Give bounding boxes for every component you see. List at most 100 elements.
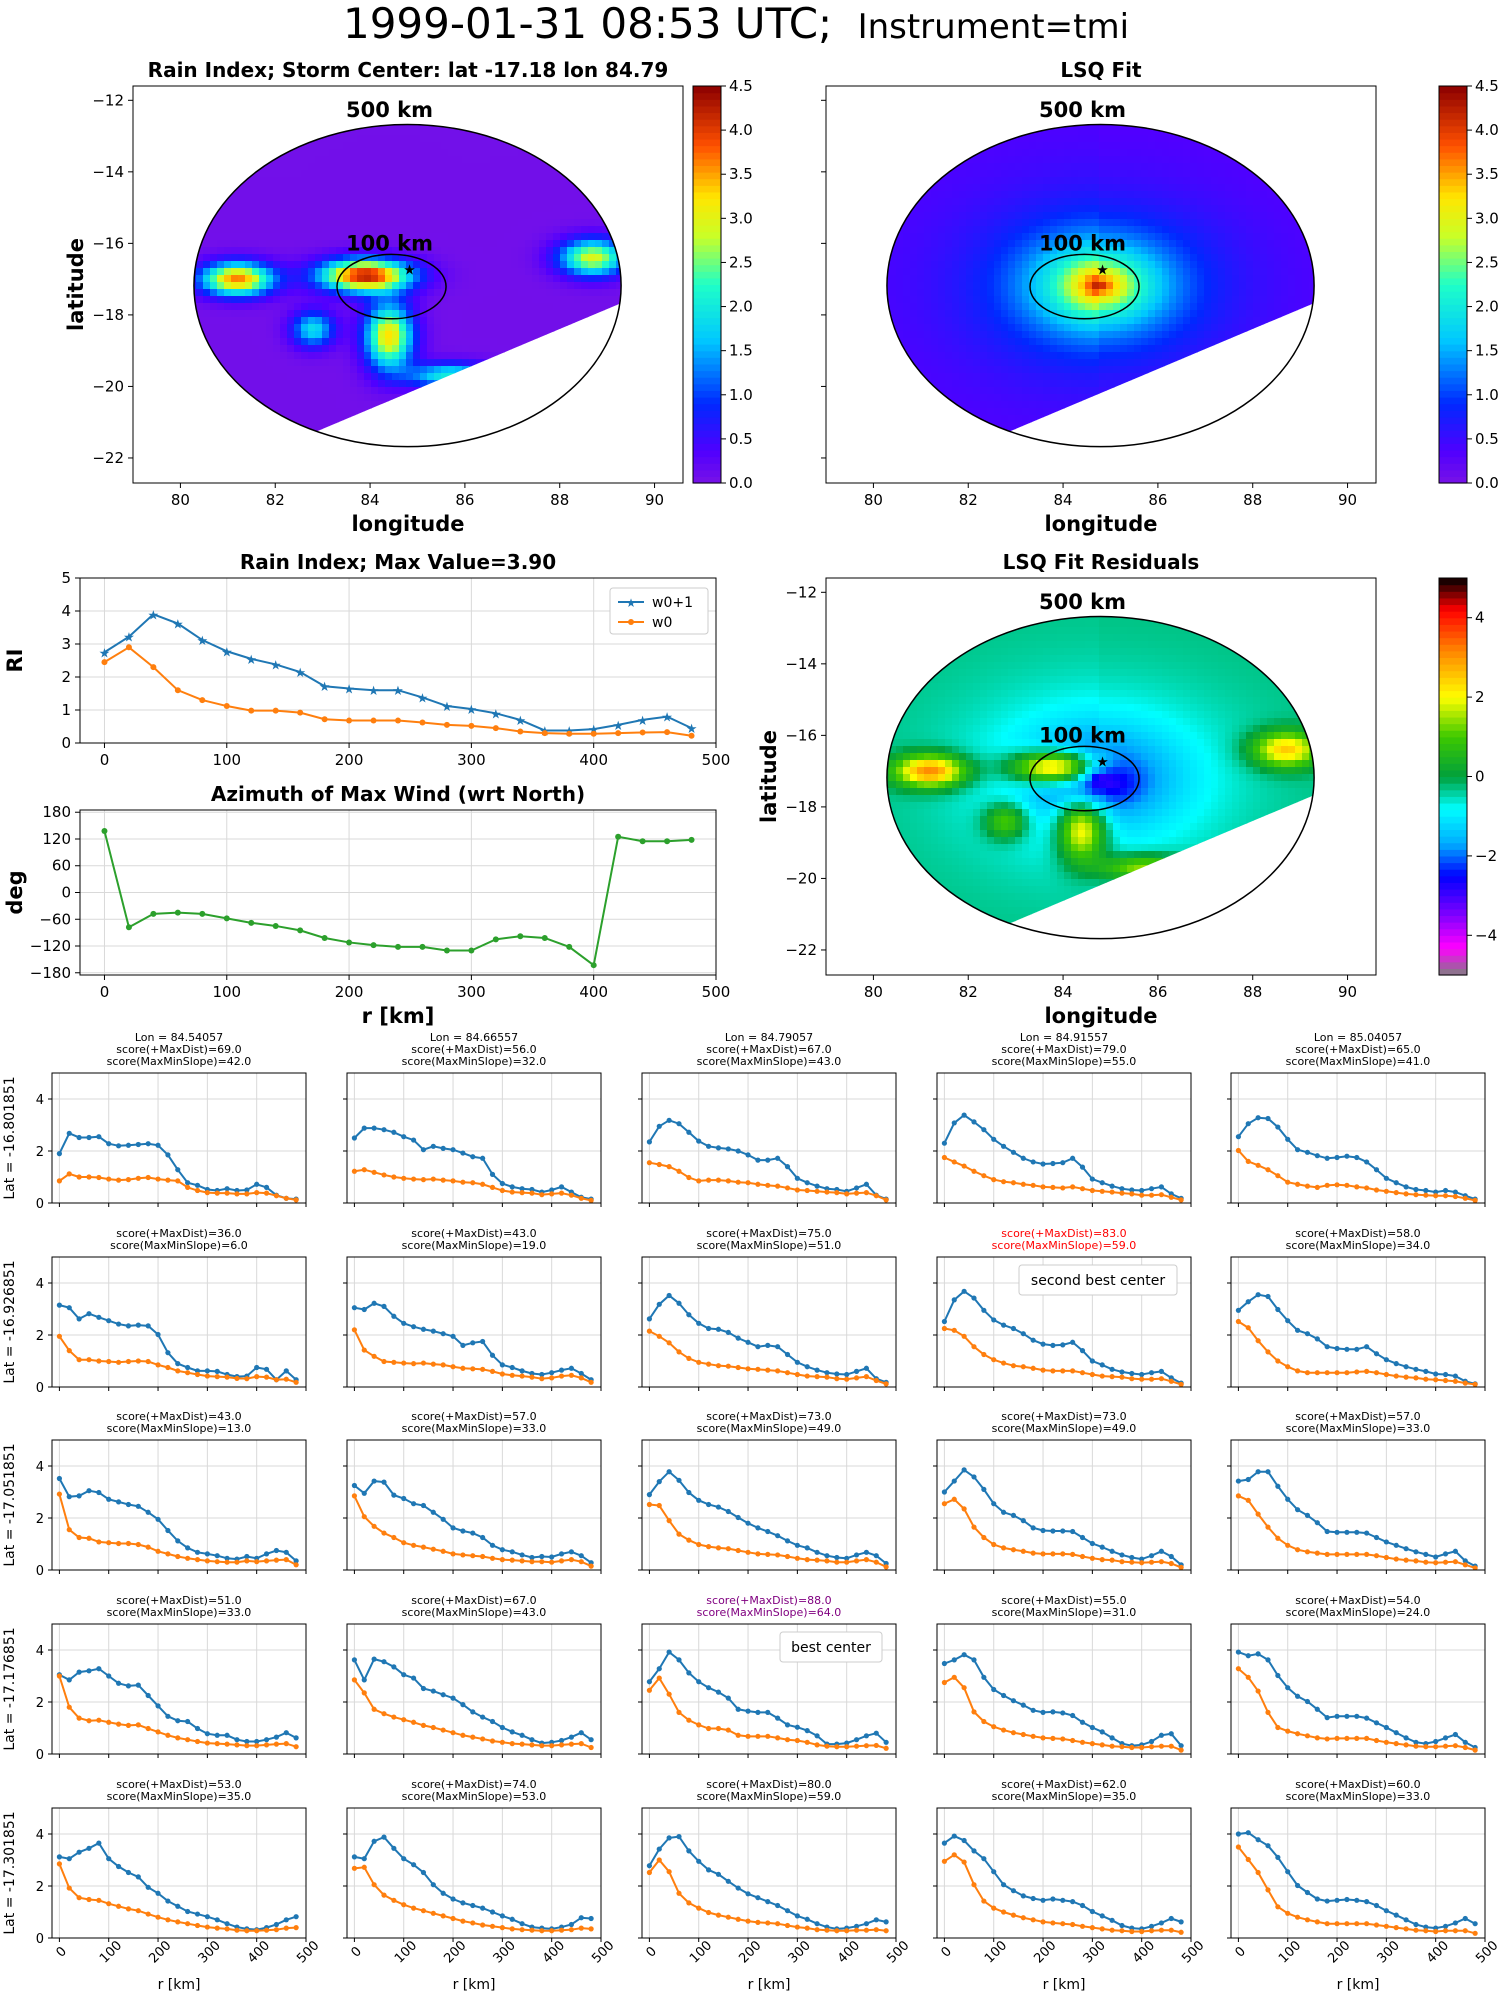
map-cell xyxy=(280,282,288,290)
map-cell xyxy=(364,177,372,185)
map-cell xyxy=(287,296,295,304)
map-cell xyxy=(511,205,519,213)
map-cell xyxy=(602,261,610,269)
map-cell xyxy=(546,212,554,220)
map-cell xyxy=(245,345,253,353)
map-cell xyxy=(196,254,204,262)
map-cell xyxy=(252,177,260,185)
map-cell xyxy=(448,338,456,346)
map-cell xyxy=(399,352,407,360)
map-cell xyxy=(518,191,526,199)
map-cell xyxy=(245,303,253,311)
map-cell xyxy=(287,408,295,416)
map-cell xyxy=(203,303,211,311)
map-cell xyxy=(588,303,596,311)
map-cell xyxy=(427,170,435,178)
map-cell xyxy=(546,317,554,325)
map-cell xyxy=(266,310,274,318)
map-cell xyxy=(301,226,309,234)
map-cell xyxy=(273,268,281,276)
map-cell xyxy=(567,191,575,199)
map-cell xyxy=(483,275,491,283)
map-cell xyxy=(350,247,358,255)
map-cell xyxy=(210,317,218,325)
map-cell xyxy=(399,366,407,374)
map-cell xyxy=(252,303,260,311)
map-cell xyxy=(448,142,456,150)
map-cell xyxy=(371,212,379,220)
map-cell xyxy=(193,289,197,297)
map-cell xyxy=(406,163,414,171)
map-cell xyxy=(448,177,456,185)
map-cell xyxy=(434,219,442,227)
colorbar-segment xyxy=(693,244,721,253)
map-cell xyxy=(476,324,484,332)
map-cell xyxy=(301,163,309,171)
map-cell xyxy=(490,289,498,297)
map-cell xyxy=(273,352,281,360)
map-cell xyxy=(567,268,575,276)
colorbar-segment xyxy=(693,337,721,345)
map-cell xyxy=(462,352,470,360)
map-cell xyxy=(315,163,323,171)
map-cell xyxy=(217,268,225,276)
map-cell xyxy=(266,226,274,234)
map-cell xyxy=(616,268,622,276)
map-cell xyxy=(280,198,288,206)
map-cell xyxy=(294,380,302,388)
map-cell xyxy=(448,170,456,178)
map-cell xyxy=(343,170,351,178)
map-cell xyxy=(595,275,603,283)
map-cell xyxy=(322,373,330,381)
map-cell xyxy=(441,296,449,304)
map-cell xyxy=(497,240,505,248)
map-cell xyxy=(231,205,239,213)
map-cell xyxy=(476,219,484,227)
map-cell xyxy=(322,303,330,311)
map-cell xyxy=(490,331,498,339)
map-cell xyxy=(567,226,575,234)
map-cell xyxy=(315,366,323,374)
map-cell xyxy=(385,296,393,304)
map-cell xyxy=(385,289,393,297)
map-cell xyxy=(490,219,498,227)
map-cell xyxy=(406,331,414,339)
map-cell xyxy=(441,240,449,248)
map-cell xyxy=(469,268,477,276)
map-cell xyxy=(259,352,267,360)
map-cell xyxy=(413,198,421,206)
map-cell xyxy=(392,387,400,395)
map-cell xyxy=(469,170,477,178)
map-cell xyxy=(336,408,344,416)
map-cell xyxy=(490,170,498,178)
map-cell xyxy=(448,219,456,227)
map-cell xyxy=(273,240,281,248)
map-cell xyxy=(532,317,540,325)
map-cell xyxy=(329,233,337,241)
map-cell xyxy=(301,359,309,367)
map-cell xyxy=(553,268,561,276)
map-cell xyxy=(483,282,491,290)
colorbar-segment xyxy=(693,449,721,458)
map-cell xyxy=(231,338,239,346)
map-cell xyxy=(217,331,225,339)
map-cell xyxy=(357,296,365,304)
map-cell xyxy=(504,261,512,269)
map-cell xyxy=(553,282,561,290)
map-cell xyxy=(455,289,463,297)
map-cell xyxy=(525,170,533,178)
figure-title-date: 1999-01-31 08:53 UTC; xyxy=(343,0,832,48)
map-cell xyxy=(518,212,526,220)
map-cell xyxy=(357,219,365,227)
map-cell xyxy=(385,219,393,227)
map-cell xyxy=(245,261,253,269)
map-cell xyxy=(462,163,470,171)
map-cell xyxy=(497,331,505,339)
map-cell xyxy=(294,156,302,164)
map-cell xyxy=(602,289,610,297)
map-cell xyxy=(483,205,491,213)
map-cell xyxy=(308,408,316,416)
map-cell xyxy=(252,191,260,199)
map-cell xyxy=(539,198,547,206)
map-cell xyxy=(434,268,442,276)
